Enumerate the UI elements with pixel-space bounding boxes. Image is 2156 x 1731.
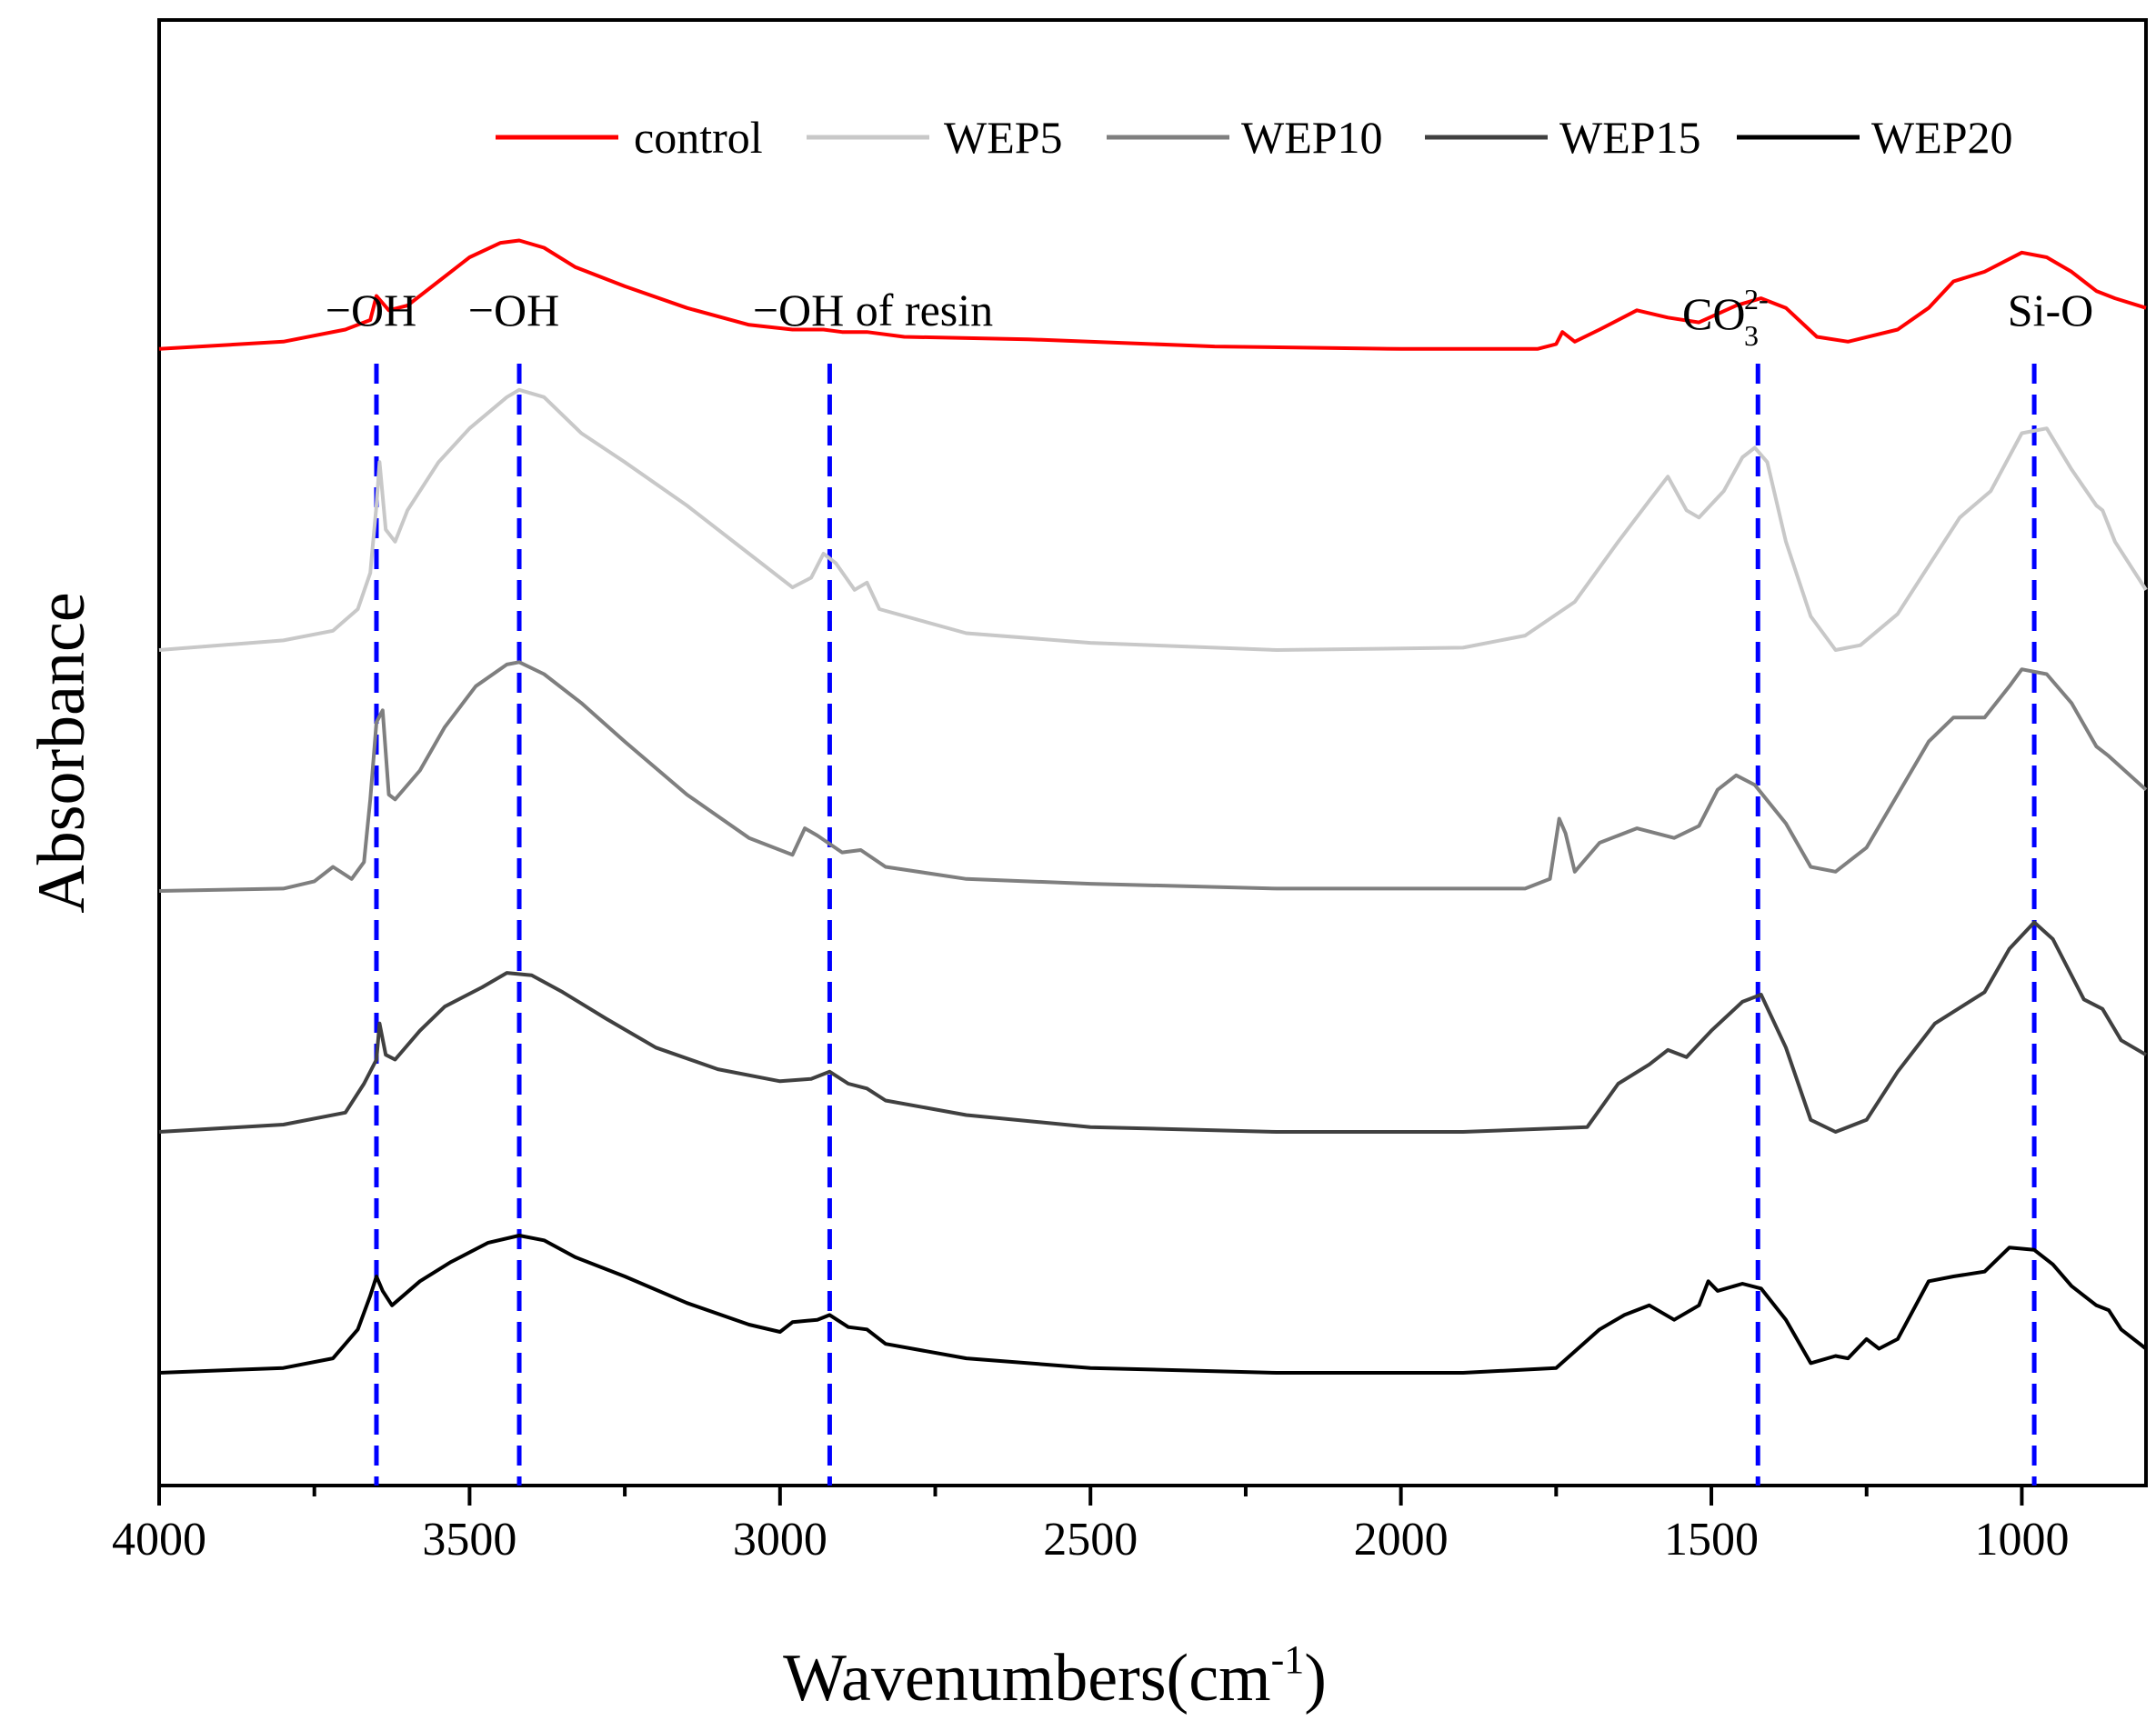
legend-label-wep15: WEP15 (1559, 112, 1701, 163)
x-tick-label: 3500 (422, 1514, 516, 1566)
x-tick-label: 4000 (112, 1514, 206, 1566)
annotation-oh-resin: −OH of resin (753, 285, 993, 335)
legend-label-wep20: WEP20 (1871, 112, 2013, 163)
x-tick-label: 1500 (1664, 1514, 1759, 1566)
annotation-carbonate-base: CO (1682, 288, 1745, 339)
y-axis-title: Absorbance (25, 592, 99, 913)
x-tick-label: 2000 (1354, 1514, 1449, 1566)
legend-label-wep10: WEP10 (1241, 112, 1383, 163)
legend-label-wep5: WEP5 (944, 112, 1063, 163)
x-axis-title-unit-sup: -1 (1271, 1637, 1305, 1682)
x-tick-label: 1000 (1974, 1514, 2069, 1566)
x-axis-ticks: 4000 3500 3000 2500 2000 1500 1000 (112, 1486, 2069, 1566)
series-line-wep20 (158, 1234, 2148, 1375)
series-line-control (158, 238, 2147, 351)
annotation-oh-3420: −OH (468, 285, 559, 335)
annotation-oh-3650: −OH (326, 285, 416, 335)
annotation-carbonate-sub: 3 (1744, 319, 1759, 352)
x-axis-title: Wavenumbers(cm-1) (783, 1637, 1327, 1716)
series-group (158, 238, 2148, 1375)
series-line-wep10 (158, 660, 2148, 893)
annotation-carbonate: CO 3 2- (1682, 283, 1769, 352)
series-line-wep5 (158, 387, 2148, 652)
x-axis-title-main: Wavenumbers(cm (783, 1641, 1271, 1716)
legend-label-control: control (634, 112, 763, 163)
x-tick-label: 2500 (1043, 1514, 1138, 1566)
annotations: −OH −OH −OH of resin CO 3 2- Si-O (326, 283, 2093, 352)
x-axis-title-close: ) (1304, 1641, 1327, 1716)
plot-frame (157, 18, 2148, 1487)
annotation-si-o: Si-O (2008, 285, 2093, 335)
x-tick-label: 3000 (733, 1514, 827, 1566)
legend: control WEP5 WEP10 WEP15 WEP20 (496, 112, 2013, 163)
annotation-carbonate-sup: 2- (1744, 283, 1769, 315)
series-line-wep15 (158, 920, 2148, 1134)
